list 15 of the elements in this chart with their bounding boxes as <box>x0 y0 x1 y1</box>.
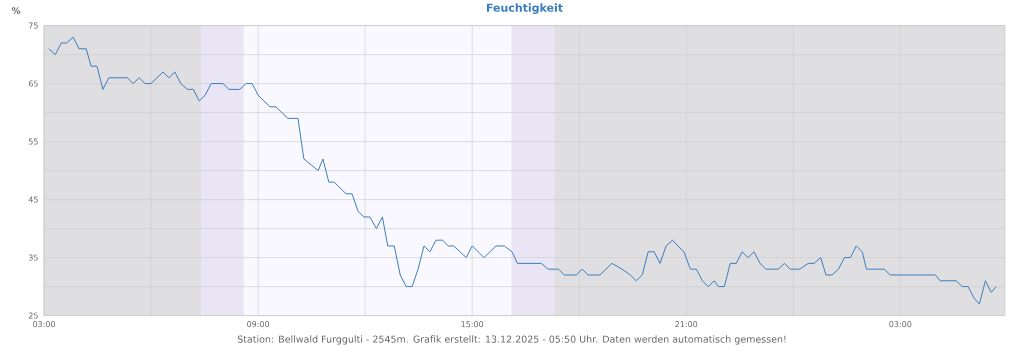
y-axis-title: % <box>11 7 21 15</box>
x-tick-label: 15:00 <box>461 321 484 328</box>
y-tick-label: 75 <box>28 22 38 29</box>
y-tick-label: 65 <box>28 80 38 87</box>
y-tick-label: 35 <box>28 254 38 261</box>
chart-title: Feuchtigkeit <box>486 3 563 15</box>
x-tick-label: 09:00 <box>247 321 270 328</box>
line-series <box>48 36 997 305</box>
y-tick-label: 55 <box>28 138 38 145</box>
x-tick-label: 21:00 <box>675 321 698 328</box>
y-tick-label: 45 <box>28 196 38 203</box>
text: Station: Bellwald Furggulti - 2545m. Grafik erstellt: 13.12.2025 - 05:50 Uhr. Daten werden automatisch gemessen! <box>237 335 786 345</box>
x-tick-label: 03:00 <box>889 321 912 328</box>
y-tick-label: 25 <box>28 312 38 319</box>
x-tick-label: 03:00 <box>33 321 56 328</box>
